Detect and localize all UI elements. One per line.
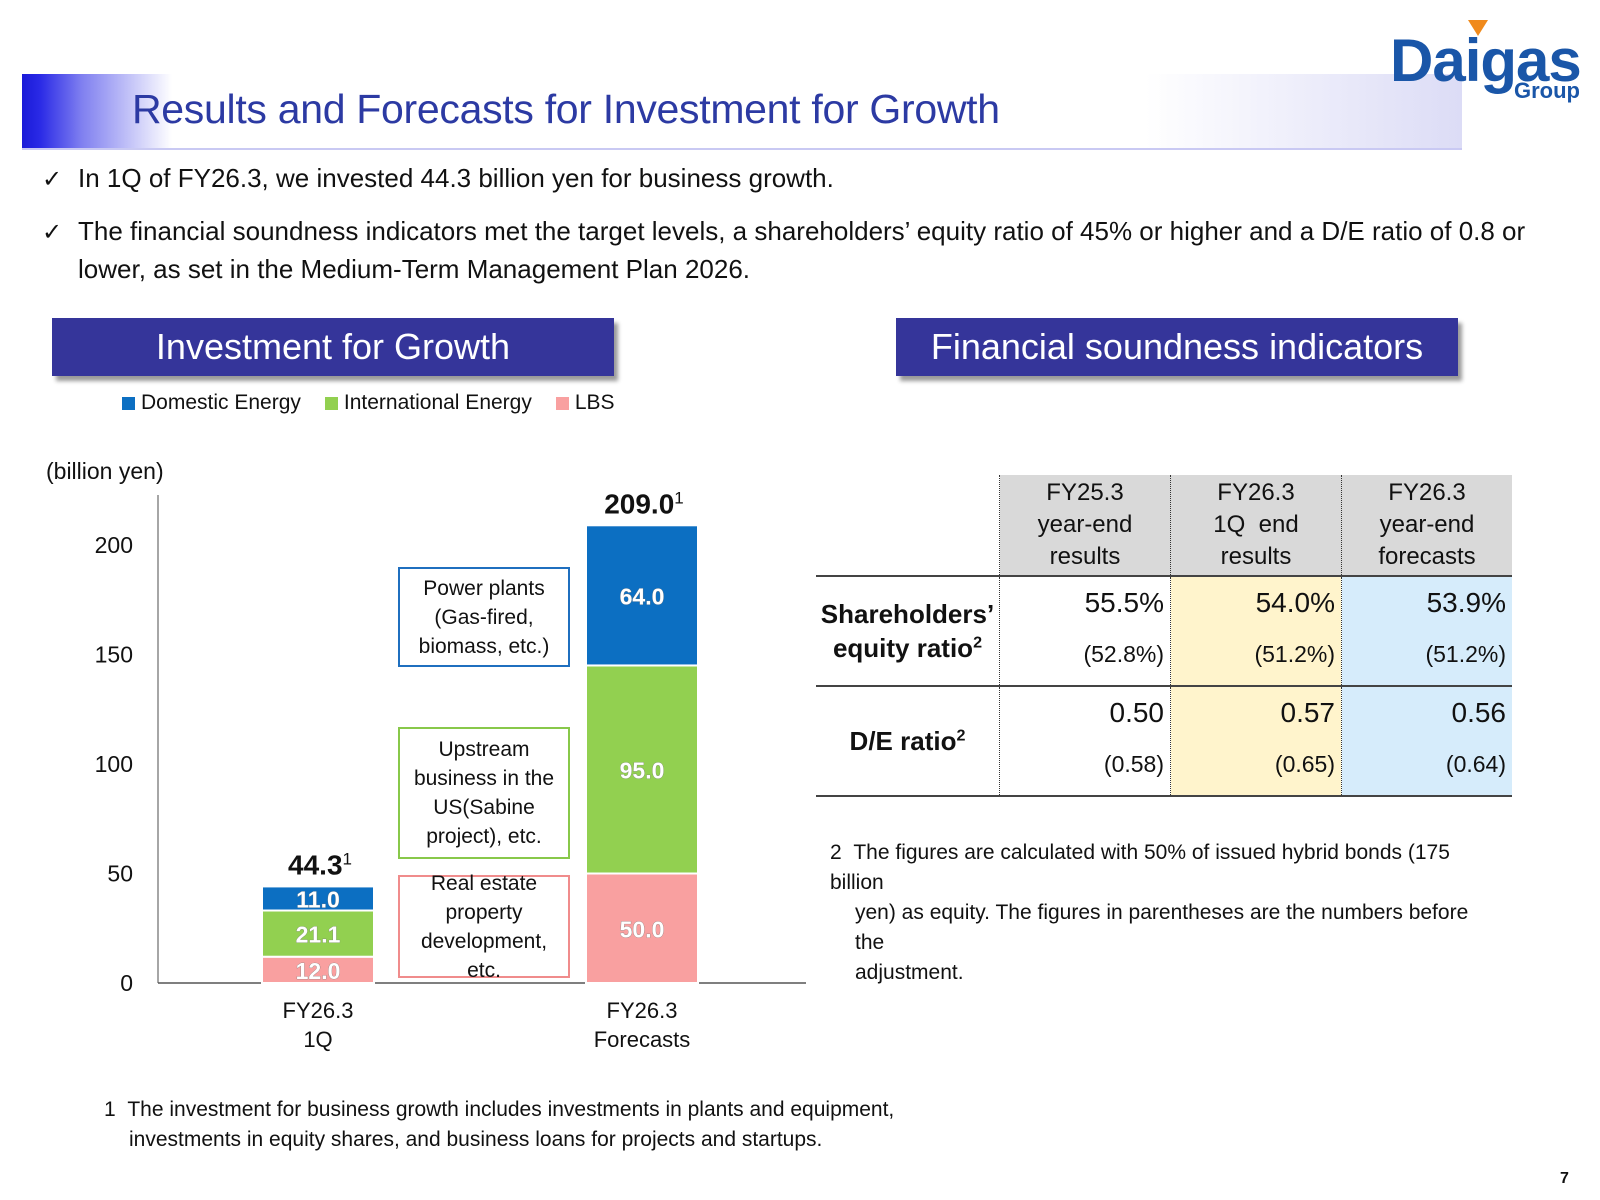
table-row-de-ratio: D/E ratio2 0.50 (0.58) 0.57 (0.65) 0.56 (0.…	[816, 685, 1512, 797]
chart-legend: Domestic Energy International Energy LBS	[122, 391, 639, 415]
legend-label-lbs: LBS	[574, 391, 615, 414]
unit-label: (billion yen)	[46, 458, 164, 484]
y-tick-label: 50	[107, 861, 133, 887]
bar-value-label: 12.0	[296, 958, 341, 984]
cell-de-fy26-forecast: 0.56 (0.64)	[1341, 685, 1512, 797]
logo-wordmark: Daigas	[1390, 27, 1582, 94]
legend-label-international: International Energy	[343, 391, 532, 414]
bullet-1: ✓ In 1Q of FY26.3, we invested 44.3 billi…	[42, 159, 834, 199]
cell-equity-fy26-forecast: 53.9% (51.2%)	[1341, 575, 1512, 686]
x-category-label: FY26.3	[607, 998, 678, 1023]
bullet-2: ✓ The financial soundness indicators met …	[42, 212, 1572, 288]
legend-item-international: International Energy	[324, 391, 532, 415]
legend-swatch-international	[324, 396, 338, 410]
investment-bar-chart: 0 50 100 150 200 12.0 21.1 11.0 44.31 FY26.3 1Q 50.…	[95, 488, 806, 1052]
annotation-international: Upstream business in the US(Sabine proje…	[398, 727, 570, 859]
cell-equity-fy25: 55.5% (52.8%)	[999, 575, 1171, 686]
footnote-1: 1 The investment for business growth inc…	[104, 1098, 895, 1151]
y-tick-label: 100	[95, 751, 133, 777]
bar-domestic-energy-2	[585, 524, 699, 667]
table-header-row: FY25.3 year-end results FY26.3 1Q end result…	[816, 475, 1512, 576]
legend-swatch-lbs	[555, 396, 569, 410]
bullet-1-text: In 1Q of FY26.3, we invested 44.3 billio…	[78, 163, 834, 193]
y-tick-label: 0	[120, 970, 133, 996]
logo-triangle-icon	[1468, 20, 1488, 36]
x-category-label: Forecasts	[594, 1027, 691, 1052]
cell-de-fy26-1q: 0.57 (0.65)	[1170, 685, 1342, 797]
table-row-equity-ratio: Shareholders’ equity ratio2 55.5% (52.8%) …	[816, 575, 1512, 686]
checkmark-icon: ✓	[42, 166, 63, 193]
financial-section-header: Financial soundness indicators	[896, 318, 1458, 376]
legend-item-domestic: Domestic Energy	[122, 391, 301, 415]
bar-total-label: 44.31	[288, 849, 352, 880]
table-header-fy25-yearend: FY25.3 year-end results	[999, 475, 1171, 576]
legend-swatch-domestic	[122, 396, 135, 410]
bullet-2-text: The financial soundness indicators met t…	[78, 216, 1526, 284]
bar-value-label: 11.0	[296, 886, 340, 912]
x-category-label: 1Q	[303, 1027, 332, 1052]
daigas-logo: Daigas Group	[1390, 14, 1590, 104]
bar-value-label: 21.1	[296, 922, 341, 948]
bar-value-label: 95.0	[620, 757, 665, 783]
y-tick-label: 150	[95, 642, 133, 668]
footnote-2: 2 The figures are calculated with 50% of…	[830, 841, 1469, 984]
table-corner	[816, 475, 1000, 576]
bar-international-energy-1	[261, 909, 375, 958]
table-header-fy26-forecast: FY26.3 year-end forecasts	[1341, 475, 1512, 576]
bar-total-label: 209.01	[604, 488, 684, 519]
bar-value-label: 64.0	[620, 583, 665, 609]
cell-de-fy25: 0.50 (0.58)	[999, 685, 1171, 797]
annotation-domestic: Power plants (Gas-fired, biomass, etc.)	[398, 567, 570, 667]
financial-indicators-table: FY25.3 year-end results FY26.3 1Q end result…	[816, 475, 1512, 797]
annotation-lbs: Real estate property development, etc.	[398, 872, 570, 982]
bar-domestic-energy-1	[261, 885, 375, 912]
bar-value-label: 50.0	[620, 916, 665, 942]
bar-international-energy-2	[585, 664, 699, 875]
table-header-fy26-1q: FY26.3 1Q end results	[1170, 475, 1342, 576]
x-category-label: FY26.3	[283, 998, 354, 1023]
legend-item-lbs: LBS	[555, 391, 615, 415]
page-number: 7	[1560, 1170, 1569, 1187]
logo-subtext: Group	[1514, 78, 1580, 103]
row-label-equity-ratio: Shareholders’ equity ratio2	[816, 575, 1000, 686]
checkmark-icon: ✓	[42, 219, 63, 246]
row-label-de-ratio: D/E ratio2	[816, 685, 1000, 797]
investment-section-header: Investment for Growth	[52, 318, 614, 376]
bar-lbs-2	[585, 872, 699, 984]
y-tick-label: 200	[95, 532, 133, 558]
page-title: Results and Forecasts for Investment for…	[132, 86, 1000, 132]
cell-equity-fy26-1q: 54.0% (51.2%)	[1170, 575, 1342, 686]
title-band	[22, 74, 1462, 150]
legend-label-domestic: Domestic Energy	[141, 391, 301, 414]
